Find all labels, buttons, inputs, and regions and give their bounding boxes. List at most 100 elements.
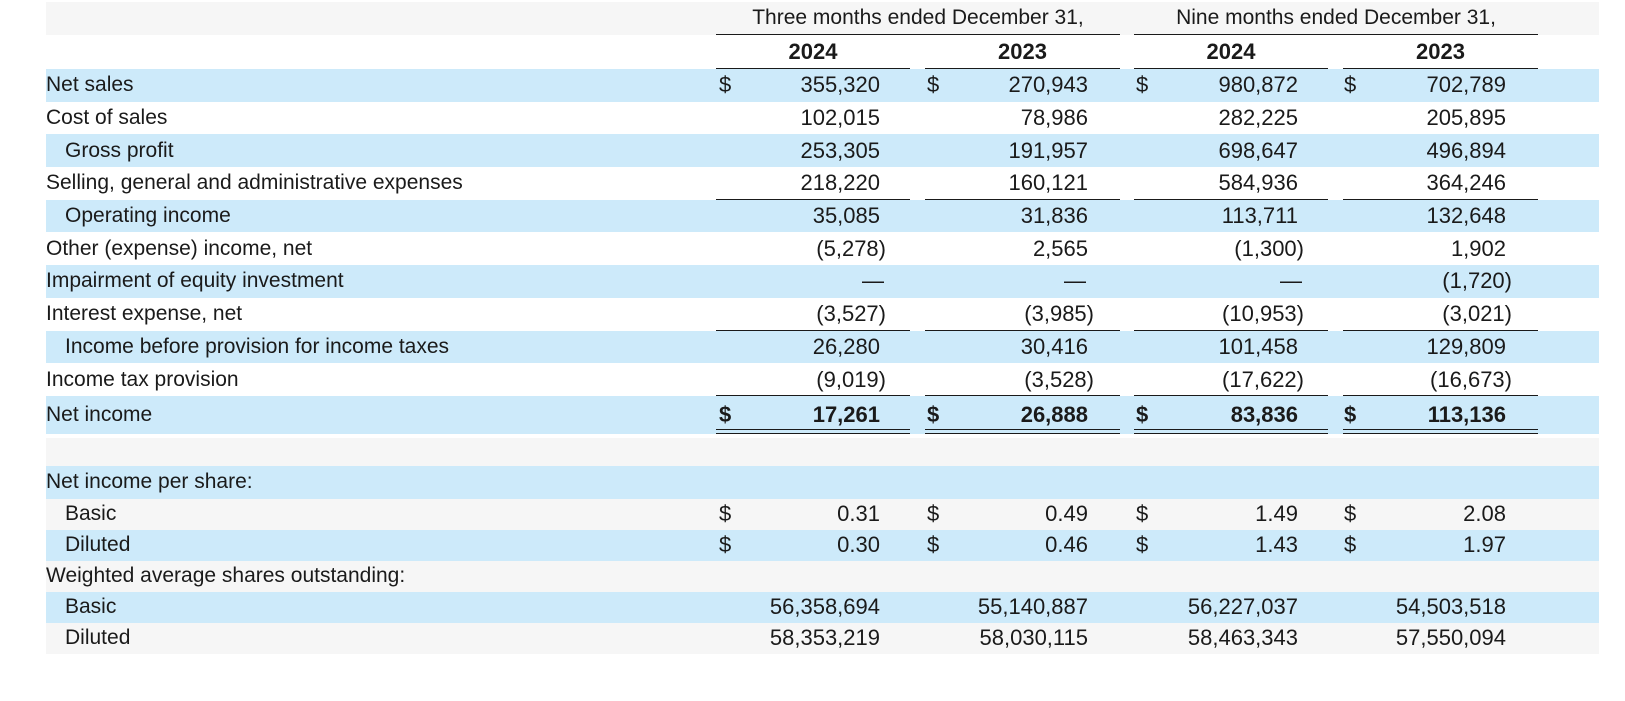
row-shares-basic: Basic 56,358,694 55,140,887 56,227,037 5… [46,591,1599,623]
total-double-rule [925,428,1120,434]
row-operating-income: Operating income 35,085 31,836 113,711 1… [46,199,1599,233]
value-three-2023: 55,140,887 [977,594,1088,620]
value-three-2023: 78,986 [1020,105,1088,131]
value-nine-2024: 1.49 [1255,501,1298,527]
row-shares-diluted: Diluted 58,353,219 58,030,115 58,463,343… [46,622,1599,654]
row-label: Gross profit [65,138,174,162]
value-three-2024: — [862,268,884,294]
value-nine-2024: 101,458 [1218,333,1298,359]
header-year-nine-2023: 2023 [1343,35,1538,69]
subtotal-rule [925,329,1120,331]
row-label: Selling, general and administrative expe… [46,171,463,195]
value-nine-2023: 132,648 [1426,203,1506,229]
value-nine-2024: — [1280,268,1302,294]
row-label: Cost of sales [46,106,168,130]
subtotal-rule [1134,395,1328,397]
row-impairment: Impairment of equity investment — — — (1… [46,265,1599,298]
value-nine-2023: 1,902 [1450,235,1506,261]
value-three-2024: 58,353,219 [769,625,880,651]
subtotal-rule [716,133,910,135]
value-nine-2024: 1.43 [1255,532,1298,558]
value-three-2024: 26,280 [812,333,880,359]
value-three-2024: 355,320 [800,72,880,98]
value-nine-2024: 58,463,343 [1187,625,1298,651]
value-nine-2024: 282,225 [1218,105,1298,131]
subtotal-rule [1134,329,1328,331]
row-label: Income before provision for income taxes [65,334,450,358]
row-label: Operating income [65,204,231,228]
value-nine-2023: 113,136 [1427,401,1506,427]
currency-symbol: $ [1136,501,1149,527]
currency-symbol: $ [1344,72,1357,98]
subtotal-rule [716,199,910,201]
value-three-2024: 102,015 [800,105,880,131]
row-label: Weighted average shares outstanding: [46,564,406,588]
total-double-rule [716,428,910,434]
value-three-2024: (5,278) [816,235,886,261]
currency-symbol: $ [1136,72,1149,98]
value-nine-2023: 2.08 [1463,501,1506,527]
row-label: Diluted [65,533,131,557]
value-three-2023: 30,416 [1020,333,1088,359]
value-nine-2023: (1,720) [1442,268,1512,294]
row-cost-of-sales: Cost of sales 102,015 78,986 282,225 205… [46,101,1599,135]
row-label: Interest expense, net [46,302,243,326]
row-income-before-taxes: Income before provision for income taxes… [46,330,1599,364]
subtotal-rule [1343,329,1538,331]
value-three-2024: 56,358,694 [769,594,880,620]
header-nine-months: Nine months ended December 31, [1134,2,1538,35]
row-eps-basic: Basic $ 0.31 $ 0.49 $ 1.49 $ 2.08 [46,498,1599,530]
value-three-2023: 0.46 [1045,532,1088,558]
row-income-tax-provision: Income tax provision (9,019) (3,528) (17… [46,363,1599,397]
row-per-share-heading: Net income per share: [46,465,1599,499]
value-three-2023: 160,121 [1008,170,1088,196]
subtotal-rule [925,395,1120,397]
value-three-2024: 17,261 [812,401,880,427]
value-nine-2024: (1,300) [1234,235,1304,261]
value-nine-2023: 496,894 [1426,137,1506,163]
value-nine-2024: 698,647 [1218,137,1298,163]
value-nine-2023: 702,789 [1426,72,1506,98]
currency-symbol: $ [927,72,940,98]
value-nine-2024: 83,836 [1230,401,1298,427]
value-nine-2024: 113,711 [1221,203,1298,229]
value-three-2023: 2,565 [1032,235,1088,261]
value-three-2024: (3,527) [816,301,886,327]
value-three-2023: (3,985) [1024,301,1094,327]
currency-symbol: $ [927,401,940,427]
row-net-sales: Net sales $ 355,320 $ 270,943 $ 980,872 … [46,69,1599,102]
header-year-three-2024: 2024 [716,35,910,69]
currency-symbol: $ [1136,532,1149,558]
currency-symbol: $ [1136,401,1149,427]
row-label: Basic [65,595,117,619]
row-other-income: Other (expense) income, net (5,278) 2,56… [46,232,1599,266]
row-interest-expense: Interest expense, net (3,527) (3,985) (1… [46,297,1599,331]
subtotal-rule [1134,199,1328,201]
currency-symbol: $ [1344,401,1357,427]
subtotal-rule [1134,133,1328,135]
value-three-2024: (9,019) [816,366,886,392]
currency-symbol: $ [927,532,940,558]
value-nine-2024: (10,953) [1222,301,1304,327]
row-label: Net income per share: [46,470,253,494]
value-three-2024: 0.30 [837,532,880,558]
currency-symbol: $ [1344,532,1357,558]
value-nine-2023: 364,246 [1426,170,1506,196]
value-nine-2023: 1.97 [1463,532,1506,558]
value-nine-2024: 980,872 [1218,72,1298,98]
subtotal-rule [925,199,1120,201]
value-nine-2023: 205,895 [1426,105,1506,131]
value-nine-2024: 584,936 [1218,170,1298,196]
subtotal-rule [925,133,1120,135]
currency-symbol: $ [927,501,940,527]
value-three-2023: 191,957 [1008,137,1088,163]
row-gross-profit: Gross profit 253,305 191,957 698,647 496… [46,134,1599,168]
header-year-row: 2024 2023 2024 2023 [46,35,1599,69]
currency-symbol: $ [719,532,732,558]
currency-symbol: $ [1344,501,1357,527]
subtotal-rule [716,329,910,331]
total-double-rule [1134,428,1328,434]
value-three-2024: 218,220 [800,170,880,196]
income-statement-table: Three months ended December 31, Nine mon… [46,2,1599,654]
row-net-income: Net income $ 17,261 $ 26,888 $ 83,836 $ … [46,395,1599,434]
